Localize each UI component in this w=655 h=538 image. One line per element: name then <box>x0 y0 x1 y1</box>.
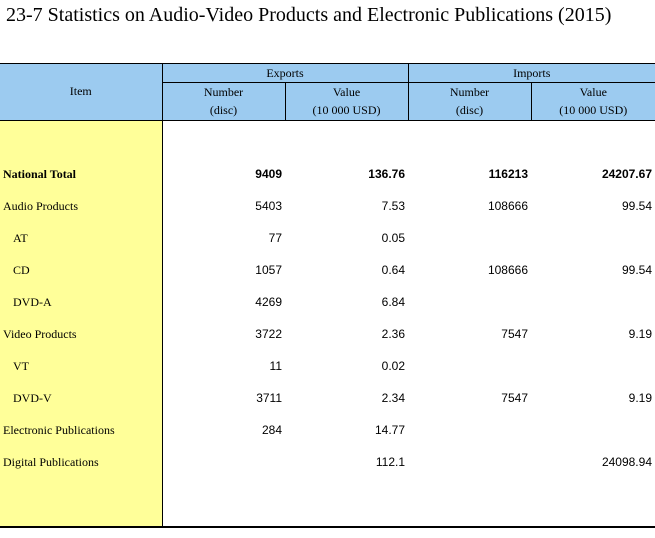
exports-number: 5403 <box>255 199 282 213</box>
exports-number <box>162 446 285 478</box>
imports-value <box>531 286 655 318</box>
imports-number: 108666 <box>487 263 528 277</box>
table-row: Digital Publications 112.1 24098.94 <box>0 446 655 478</box>
spacer-row <box>0 478 655 528</box>
page-title: 23-7 Statistics on Audio-Video Products … <box>6 4 612 26</box>
table-header: Item Exports Imports Number Value Number… <box>0 63 655 121</box>
imports-number <box>408 222 531 254</box>
row-label: National Total <box>0 158 163 190</box>
row-label: Electronic Publications <box>0 414 163 446</box>
row-label: Digital Publications <box>0 446 163 478</box>
imports-value: 99.54 <box>621 263 652 277</box>
table-row: DVD-V 3711 2.34 7547 9.19 <box>0 382 655 414</box>
exports-value: 7.53 <box>381 199 405 213</box>
imports-number <box>408 350 531 382</box>
header-exports-value: Value <box>284 82 409 101</box>
header-imports-value: Value <box>530 82 655 101</box>
exports-value: 0.64 <box>381 263 405 277</box>
imports-value <box>531 414 655 446</box>
imports-number: 7547 <box>501 327 528 341</box>
row-label: DVD-V <box>0 382 163 414</box>
row-label: CD <box>0 254 163 286</box>
imports-value: 99.54 <box>621 199 652 213</box>
statistics-table: Item Exports Imports Number Value Number… <box>0 63 655 528</box>
header-imports: Imports <box>407 63 655 83</box>
exports-value: 6.84 <box>381 295 405 309</box>
header-imports-value-unit: (10 000 USD) <box>530 101 655 121</box>
imports-value <box>531 350 655 382</box>
exports-number: 3722 <box>255 327 282 341</box>
header-exports-value-unit: (10 000 USD) <box>284 101 409 121</box>
table-row: VT 11 0.02 <box>0 350 655 382</box>
table-row: Video Products 3722 2.36 7547 9.19 <box>0 318 655 350</box>
header-imports-number-unit: (disc) <box>407 101 532 121</box>
table-body: National Total 9409 136.76 116213 24207.… <box>0 120 655 528</box>
table-row: Electronic Publications 284 14.77 <box>0 414 655 446</box>
exports-number: 11 <box>269 359 282 373</box>
imports-number <box>408 286 531 318</box>
exports-number: 1057 <box>255 263 282 277</box>
exports-value: 14.77 <box>374 423 405 437</box>
imports-value <box>531 222 655 254</box>
row-label: VT <box>0 350 163 382</box>
imports-value: 9.19 <box>628 391 652 405</box>
exports-value: 0.05 <box>381 231 405 245</box>
exports-value: 2.36 <box>381 327 405 341</box>
imports-number <box>408 414 531 446</box>
exports-value: 0.02 <box>381 359 405 373</box>
exports-number: 284 <box>261 423 282 437</box>
table-row: AT 77 0.05 <box>0 222 655 254</box>
imports-value: 9.19 <box>628 327 652 341</box>
imports-number: 7547 <box>501 391 528 405</box>
exports-number: 3711 <box>256 391 282 405</box>
table-row: Audio Products 5403 7.53 108666 99.54 <box>0 190 655 222</box>
exports-value: 136.76 <box>368 167 405 181</box>
imports-value: 24098.94 <box>601 455 652 469</box>
row-label: Video Products <box>0 318 163 350</box>
exports-value: 112.1 <box>375 455 405 469</box>
row-label: Audio Products <box>0 190 163 222</box>
imports-value: 24207.67 <box>601 167 652 181</box>
header-imports-number: Number <box>407 82 532 101</box>
imports-number: 108666 <box>487 199 528 213</box>
exports-number: 77 <box>268 231 282 245</box>
header-item: Item <box>0 63 163 121</box>
imports-number <box>408 446 531 478</box>
header-exports-number-unit: (disc) <box>161 101 286 121</box>
imports-number: 116213 <box>488 167 528 181</box>
exports-value: 2.34 <box>381 391 405 405</box>
table-row: CD 1057 0.64 108666 99.54 <box>0 254 655 286</box>
spacer-row <box>0 120 655 158</box>
header-exports: Exports <box>161 63 409 83</box>
exports-number: 9409 <box>255 167 282 181</box>
table-row: National Total 9409 136.76 116213 24207.… <box>0 158 655 190</box>
exports-number: 4269 <box>255 295 282 309</box>
header-exports-number: Number <box>161 82 286 101</box>
table-row: DVD-A 4269 6.84 <box>0 286 655 318</box>
row-label: AT <box>0 222 163 254</box>
row-label: DVD-A <box>0 286 163 318</box>
